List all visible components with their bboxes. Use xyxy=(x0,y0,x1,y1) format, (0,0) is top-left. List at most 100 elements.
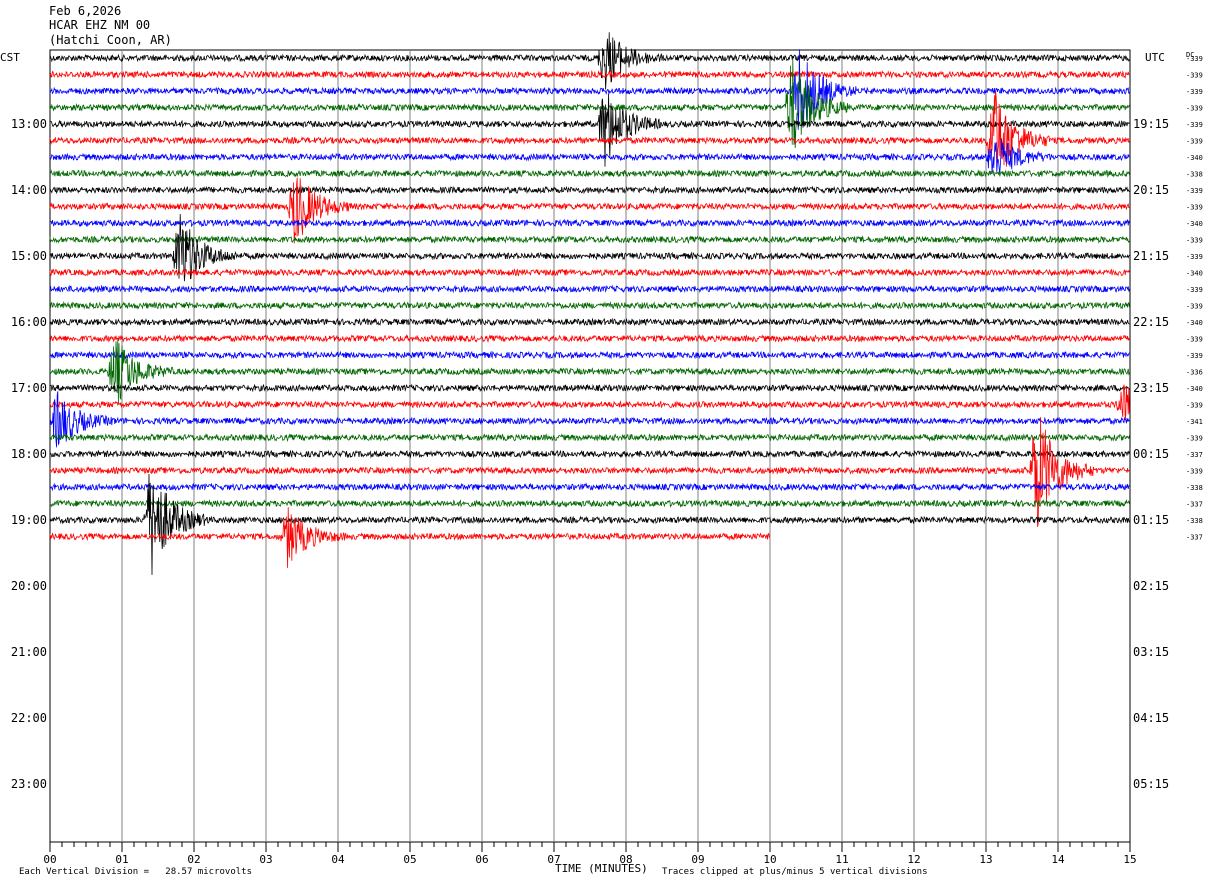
x-tick-label: 11 xyxy=(835,853,848,866)
cst-hour-label: 15:00 xyxy=(11,249,47,263)
seismic-trace xyxy=(49,499,1130,508)
seismic-trace xyxy=(49,139,1130,173)
dc-offset-label: -339 xyxy=(1186,204,1203,212)
dc-offset-label: -339 xyxy=(1186,138,1203,146)
dc-offset-label: -339 xyxy=(1186,72,1203,80)
seismic-trace xyxy=(49,32,1130,90)
seismic-trace xyxy=(49,185,1130,195)
scale-note: Each Vertical Division = 28.57 microvolt… xyxy=(19,867,252,877)
utc-hour-label: 05:15 xyxy=(1133,777,1169,791)
dc-offset-label: -338 xyxy=(1186,171,1203,179)
x-axis-title: TIME (MINUTES) xyxy=(555,862,648,875)
dc-offset-label: -340 xyxy=(1186,270,1203,278)
utc-hour-label: 19:15 xyxy=(1133,117,1169,131)
seismic-trace xyxy=(50,218,1130,228)
cst-hour-label: 14:00 xyxy=(11,183,47,197)
seismic-trace xyxy=(49,417,1130,527)
seismic-trace xyxy=(49,177,1130,244)
dc-offset-label: -339 xyxy=(1186,55,1203,63)
dc-offset-label: -339 xyxy=(1186,352,1203,360)
cst-hour-label: 17:00 xyxy=(11,381,47,395)
seismic-trace xyxy=(49,482,1130,492)
dc-offset-label: -340 xyxy=(1186,154,1203,162)
cst-hour-label: 22:00 xyxy=(11,711,47,725)
seismic-trace xyxy=(49,213,1130,282)
dc-offset-label: -339 xyxy=(1186,286,1203,294)
seismic-trace xyxy=(49,69,1130,80)
utc-hour-label: 21:15 xyxy=(1133,249,1169,263)
dc-offset-label: -338 xyxy=(1186,484,1203,492)
dc-offset-label: -339 xyxy=(1186,253,1203,261)
x-tick-label: 12 xyxy=(907,853,920,866)
seismic-trace xyxy=(49,473,1130,575)
seismic-trace xyxy=(49,49,1130,130)
utc-hour-label: 03:15 xyxy=(1133,645,1169,659)
cst-hour-label: 19:00 xyxy=(11,513,47,527)
dc-offset-label: -339 xyxy=(1186,88,1203,96)
record-date: Feb 6,2026 xyxy=(49,4,122,18)
dc-offset-label: -339 xyxy=(1186,336,1203,344)
utc-hour-label: 22:15 xyxy=(1133,315,1169,329)
seismic-trace xyxy=(49,384,1130,421)
seismic-trace xyxy=(49,234,1130,245)
clip-note: Traces clipped at plus/minus 5 vertical … xyxy=(662,867,928,877)
seismic-trace xyxy=(49,383,1130,393)
seismic-trace xyxy=(49,350,1130,360)
dc-offset-label: -339 xyxy=(1186,402,1203,410)
seismic-trace xyxy=(49,91,1130,167)
seismic-trace xyxy=(49,301,1130,310)
dc-offset-label: -337 xyxy=(1186,534,1203,542)
dc-offset-label: -340 xyxy=(1186,220,1203,228)
seismic-trace xyxy=(49,432,1130,443)
station-location: (Hatchi Coon, AR) xyxy=(49,33,172,47)
x-tick-label: 01 xyxy=(115,853,128,866)
x-tick-label: 02 xyxy=(187,853,200,866)
x-tick-label: 06 xyxy=(475,853,488,866)
dc-offset-label: -339 xyxy=(1186,468,1203,476)
x-tick-label: 15 xyxy=(1123,853,1136,866)
seismic-trace xyxy=(49,339,1130,405)
utc-hour-label: 00:15 xyxy=(1133,447,1169,461)
dc-offset-label: -338 xyxy=(1186,517,1203,525)
seismic-trace xyxy=(49,391,1130,448)
seismic-trace xyxy=(49,93,1130,167)
x-tick-label: 05 xyxy=(403,853,416,866)
dc-offset-label: -339 xyxy=(1186,105,1203,113)
dc-offset-label: -339 xyxy=(1186,187,1203,195)
x-tick-label: 03 xyxy=(259,853,272,866)
station-code: HCAR EHZ NM 00 xyxy=(49,18,151,32)
utc-hour-label: 20:15 xyxy=(1133,183,1169,197)
utc-label: UTC xyxy=(1145,51,1165,64)
plot-frame xyxy=(49,49,1131,843)
seismic-trace xyxy=(49,449,1130,459)
cst-hour-label: 20:00 xyxy=(11,579,47,593)
x-tick-label: 09 xyxy=(691,853,704,866)
dc-offset-label: -339 xyxy=(1186,435,1203,443)
cst-hour-label: 21:00 xyxy=(11,645,47,659)
x-tick-label: 04 xyxy=(331,853,345,866)
dc-label: DC xyxy=(1186,51,1194,59)
x-tick-label: 08 xyxy=(619,853,632,866)
dc-offset-label: -339 xyxy=(1186,237,1203,245)
seismic-trace xyxy=(49,333,1130,344)
x-tick-label: 07 xyxy=(547,853,560,866)
cst-hour-label: 16:00 xyxy=(11,315,47,329)
cst-label: CST xyxy=(0,51,20,64)
x-tick-label: 10 xyxy=(763,853,776,866)
x-tick-label: 14 xyxy=(1051,853,1065,866)
dc-offset-label: -341 xyxy=(1186,418,1203,426)
seismic-trace xyxy=(49,284,1130,294)
cst-hour-label: 23:00 xyxy=(11,777,47,791)
dc-offset-label: -339 xyxy=(1186,121,1203,129)
dc-offset-label: -337 xyxy=(1186,501,1203,509)
seismic-trace xyxy=(49,507,770,568)
dc-offset-label: -336 xyxy=(1186,369,1203,377)
dc-offset-label: -339 xyxy=(1186,303,1203,311)
seismic-trace xyxy=(49,317,1130,327)
dc-offset-label: -337 xyxy=(1186,451,1203,459)
utc-hour-label: 23:15 xyxy=(1133,381,1169,395)
seismic-trace xyxy=(49,59,1130,149)
dc-offset-label: -340 xyxy=(1186,319,1203,327)
x-tick-label: 13 xyxy=(979,853,992,866)
